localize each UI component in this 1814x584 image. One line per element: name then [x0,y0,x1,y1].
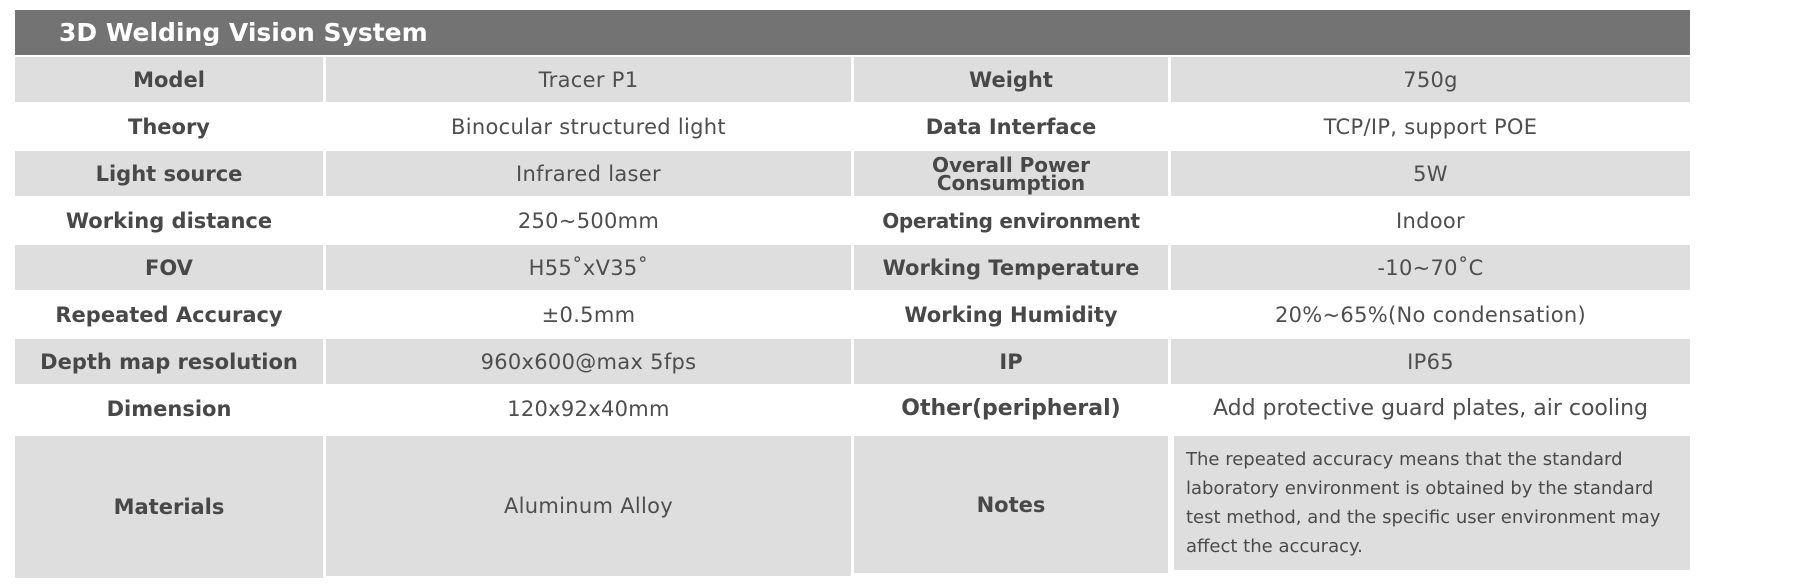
spec-label: FOV [15,245,323,290]
spec-value: 20%~65%(No condensation) [1274,302,1587,327]
spec-value: 250~500mm [517,208,660,233]
spec-label: Working distance [65,208,273,233]
table-row: Repeated Accuracy ±0.5mm Working Humidit… [15,292,1690,337]
spec-value: 960x600@max 5fps [326,339,851,384]
spec-value: Aluminum Alloy [326,436,851,576]
spec-label: Light source [15,151,323,196]
spec-label: Repeated Accuracy [55,302,283,327]
spec-label: Notes [854,436,1168,573]
spec-label: Data Interface [925,114,1097,139]
spec-label: IP [854,339,1168,384]
table-row: Materials Aluminum Alloy Notes The repea… [15,436,1690,578]
table-row: Theory Binocular structured light Data I… [15,104,1690,149]
table-row: Model Tracer P1 Weight 750g [15,57,1690,102]
spec-value: 120x92x40mm [507,396,670,421]
spec-label: Working Temperature [854,245,1168,290]
spec-label: Dimension [106,396,232,421]
spec-label: Materials [15,436,323,578]
spec-value: H55˚xV35˚ [326,245,851,290]
spec-value: ±0.5mm [541,302,636,327]
spec-label: Depth map resolution [15,339,323,384]
spec-value: Infrared laser [326,151,851,196]
spec-value: TCP/IP, support POE [1323,114,1538,139]
table-row: Light source Infrared laser Overall Powe… [15,151,1690,196]
spec-value: 750g [1171,57,1690,102]
table-row: Dimension 120x92x40mm Other(peripheral) … [15,386,1690,431]
table-row: Depth map resolution 960x600@max 5fps IP… [15,339,1690,384]
table-row: Working distance 250~500mm Operating env… [15,198,1690,243]
spec-value: Indoor [1396,208,1465,233]
spec-label: Operating environment [882,208,1140,233]
table-row: FOV H55˚xV35˚ Working Temperature -10~70… [15,245,1690,290]
spec-label: Theory [128,114,210,139]
spec-value: IP65 [1171,339,1690,384]
spec-value: -10~70˚C [1171,245,1690,290]
spec-label: Overall Power Consumption [854,151,1168,196]
notes-text: The repeated accuracy means that the sta… [1174,436,1690,570]
spec-label: Other(peripheral) [901,396,1121,421]
spec-value: Tracer P1 [326,57,851,102]
spec-value: 5W [1171,151,1690,196]
spec-value: Binocular structured light [451,114,726,139]
spec-label: Weight [854,57,1168,102]
spec-label: Model [15,57,323,102]
table-title: 3D Welding Vision System [15,10,1690,55]
spec-value: Add protective guard plates, air cooling [1212,396,1649,421]
spec-label: Working Humidity [904,302,1118,327]
